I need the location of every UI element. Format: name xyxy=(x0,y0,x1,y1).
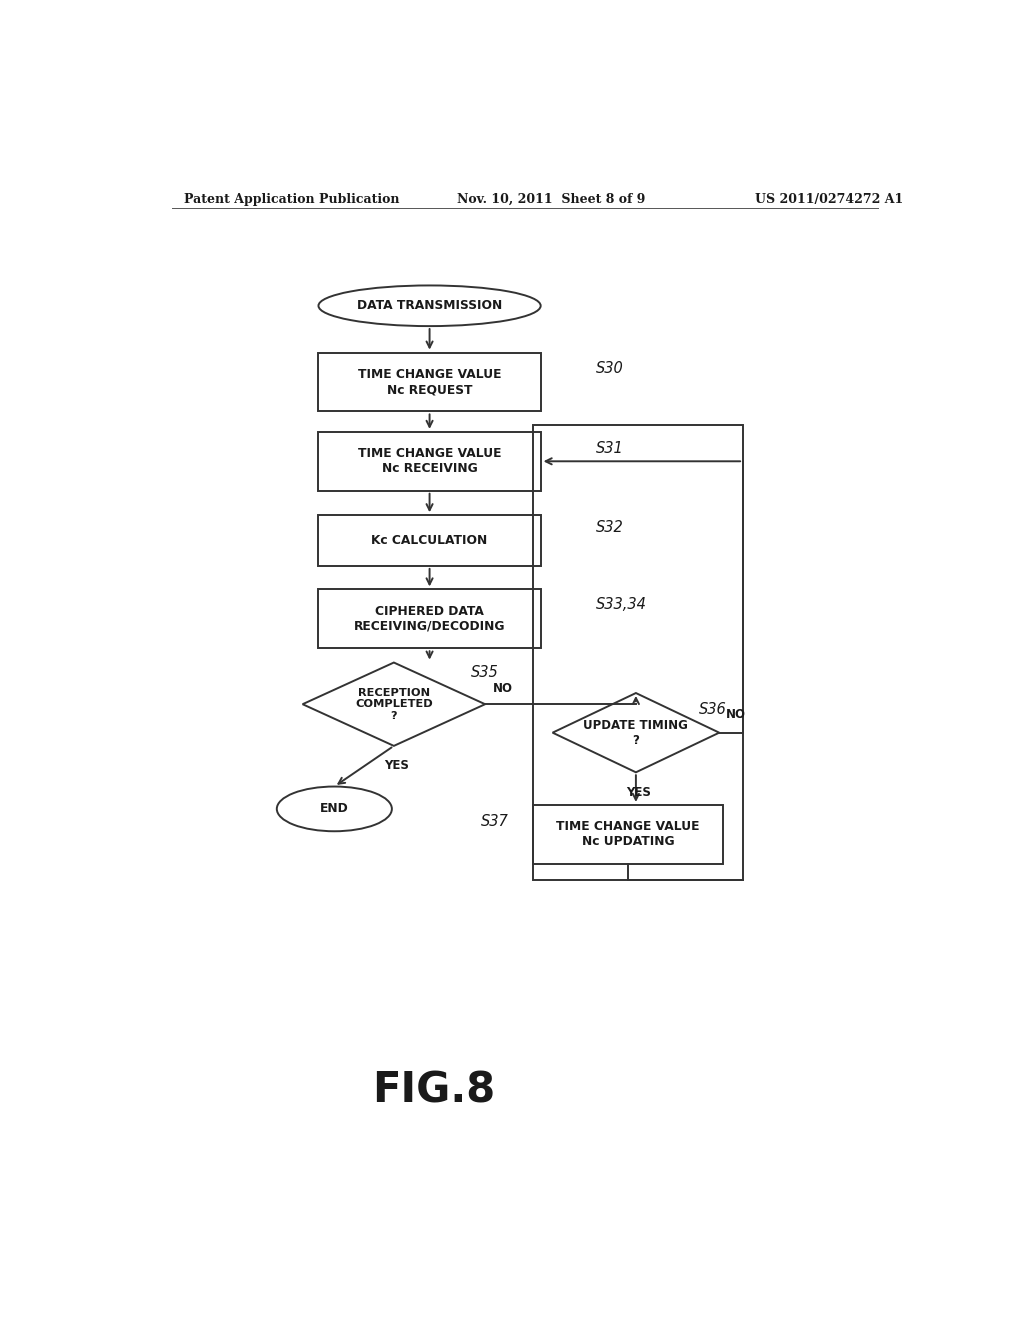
Text: S36: S36 xyxy=(699,702,727,717)
Text: NO: NO xyxy=(726,708,745,721)
Text: US 2011/0274272 A1: US 2011/0274272 A1 xyxy=(755,193,903,206)
Bar xyxy=(318,589,541,648)
Text: UPDATE TIMING
?: UPDATE TIMING ? xyxy=(584,718,688,747)
Text: YES: YES xyxy=(384,759,409,772)
Bar xyxy=(532,425,743,880)
Text: S35: S35 xyxy=(471,665,499,680)
Text: NO: NO xyxy=(494,682,513,696)
Text: TIME CHANGE VALUE
Nc RECEIVING: TIME CHANGE VALUE Nc RECEIVING xyxy=(357,447,502,475)
Text: CIPHERED DATA
RECEIVING/DECODING: CIPHERED DATA RECEIVING/DECODING xyxy=(354,605,505,632)
Text: END: END xyxy=(319,803,349,816)
Text: YES: YES xyxy=(626,785,650,799)
Text: Patent Application Publication: Patent Application Publication xyxy=(183,193,399,206)
Text: TIME CHANGE VALUE
Nc UPDATING: TIME CHANGE VALUE Nc UPDATING xyxy=(556,820,699,849)
Text: S32: S32 xyxy=(596,520,624,535)
Text: S31: S31 xyxy=(596,441,624,455)
Text: Nov. 10, 2011  Sheet 8 of 9: Nov. 10, 2011 Sheet 8 of 9 xyxy=(458,193,646,206)
Bar xyxy=(318,432,541,491)
Text: S30: S30 xyxy=(596,362,624,376)
Text: S37: S37 xyxy=(481,813,509,829)
Bar xyxy=(532,805,723,863)
Text: FIG.8: FIG.8 xyxy=(372,1069,496,1111)
Text: RECEPTION
COMPLETED
?: RECEPTION COMPLETED ? xyxy=(355,688,433,721)
Text: S33,34: S33,34 xyxy=(596,597,647,612)
Text: TIME CHANGE VALUE
Nc REQUEST: TIME CHANGE VALUE Nc REQUEST xyxy=(357,368,502,396)
Bar xyxy=(318,515,541,566)
Bar xyxy=(318,352,541,412)
Text: Kc CALCULATION: Kc CALCULATION xyxy=(372,535,487,546)
Text: DATA TRANSMISSION: DATA TRANSMISSION xyxy=(357,300,502,313)
